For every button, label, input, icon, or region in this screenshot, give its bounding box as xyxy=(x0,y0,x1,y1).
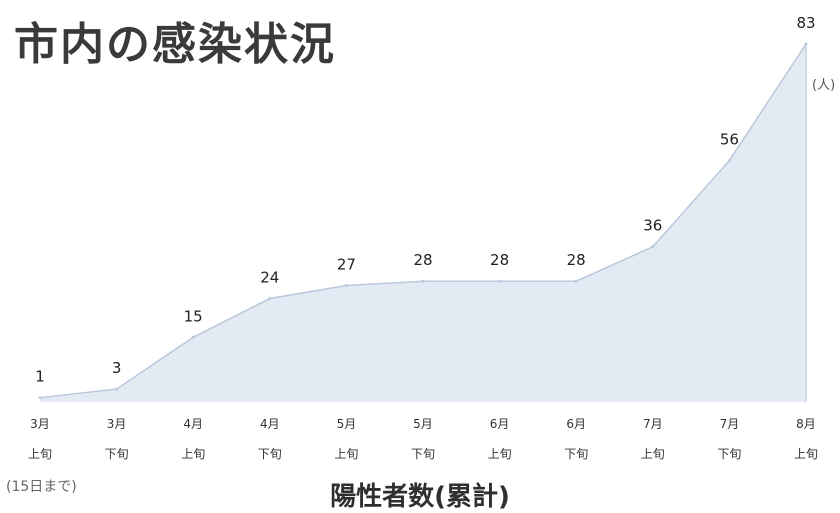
data-point xyxy=(804,42,808,46)
x-tick-period: 上旬 xyxy=(641,447,665,461)
x-tick-period: 上旬 xyxy=(28,447,52,461)
x-tick-month: 4月 xyxy=(183,417,203,431)
data-point xyxy=(421,279,425,283)
data-point xyxy=(38,396,42,400)
chart-title: 市内の感染状況 xyxy=(14,19,336,70)
data-label: 1 xyxy=(35,368,45,386)
data-label: 28 xyxy=(567,251,586,269)
data-label: 24 xyxy=(260,268,279,286)
x-tick-period: 下旬 xyxy=(258,447,282,461)
x-tick-month: 5月 xyxy=(413,417,433,431)
x-tick-month: 6月 xyxy=(566,417,586,431)
x-tick-month: 5月 xyxy=(337,417,357,431)
x-tick-month: 3月 xyxy=(30,417,50,431)
data-point xyxy=(498,279,502,283)
data-point xyxy=(651,245,655,249)
x-tick-period: 下旬 xyxy=(717,447,741,461)
x-tick-month: 7月 xyxy=(643,417,663,431)
data-label: 36 xyxy=(643,217,662,235)
x-tick-period: 下旬 xyxy=(411,447,435,461)
x-tick-month: 4月 xyxy=(260,417,280,431)
x-tick-period: 下旬 xyxy=(564,447,588,461)
data-point xyxy=(268,296,272,300)
chart-subtitle: 陽性者数(累計) xyxy=(330,482,510,512)
x-tick-period: 上旬 xyxy=(334,447,358,461)
data-label: 83 xyxy=(796,14,815,32)
data-label: 15 xyxy=(184,307,203,325)
data-point xyxy=(727,158,731,162)
data-label: 27 xyxy=(337,256,356,274)
series-area xyxy=(40,44,806,402)
unit-label: (人) xyxy=(812,78,836,93)
x-tick-period: 上旬 xyxy=(488,447,512,461)
data-point xyxy=(115,387,119,391)
x-tick-period: 上旬 xyxy=(794,447,818,461)
data-label: 28 xyxy=(490,251,509,269)
data-point xyxy=(574,279,578,283)
x-tick-month: 6月 xyxy=(490,417,510,431)
data-point xyxy=(191,335,195,339)
data-label: 28 xyxy=(413,251,432,269)
data-point xyxy=(344,284,348,288)
data-label: 3 xyxy=(112,359,122,377)
x-tick-month: 8月 xyxy=(796,417,816,431)
x-tick-period: 下旬 xyxy=(105,447,129,461)
x-tick-period: 上旬 xyxy=(181,447,205,461)
x-tick-month: 3月 xyxy=(107,417,127,431)
data-label: 56 xyxy=(720,130,739,148)
date-note: (15日まで) xyxy=(6,479,77,495)
x-tick-month: 7月 xyxy=(720,417,740,431)
